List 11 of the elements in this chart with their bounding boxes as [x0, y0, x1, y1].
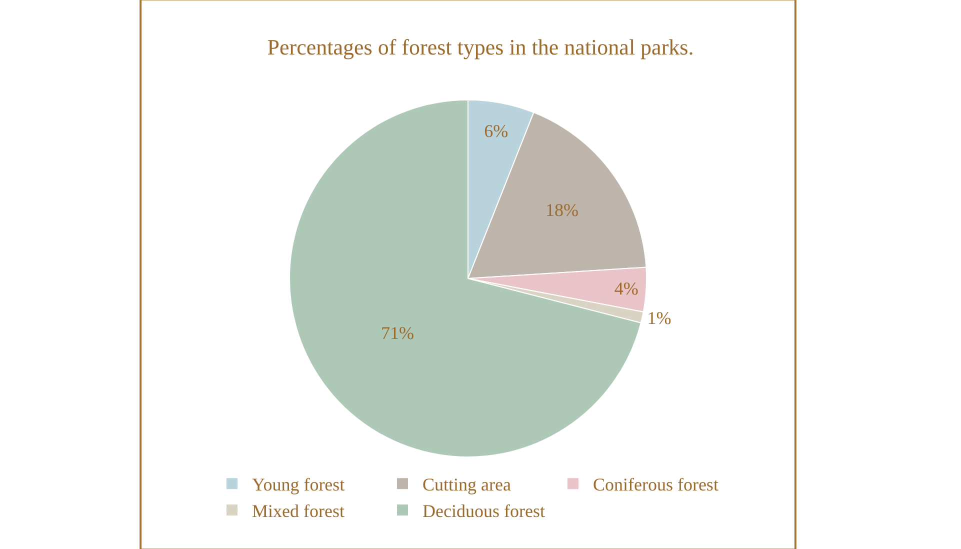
data-label: 6% — [484, 120, 508, 141]
data-label: 4% — [614, 278, 638, 298]
legend-label: Cutting area — [422, 474, 511, 495]
legend-label: Mixed forest — [252, 501, 344, 522]
data-label: 18% — [546, 200, 579, 220]
legend-label: Coniferous forest — [592, 474, 718, 495]
legend-label: Young forest — [252, 474, 345, 495]
chart-title: Percentages of forest types in the national parks. — [267, 34, 694, 60]
data-label: 1% — [647, 308, 672, 328]
legend-label: Deciduous forest — [422, 501, 545, 522]
data-label: 71% — [380, 323, 414, 344]
